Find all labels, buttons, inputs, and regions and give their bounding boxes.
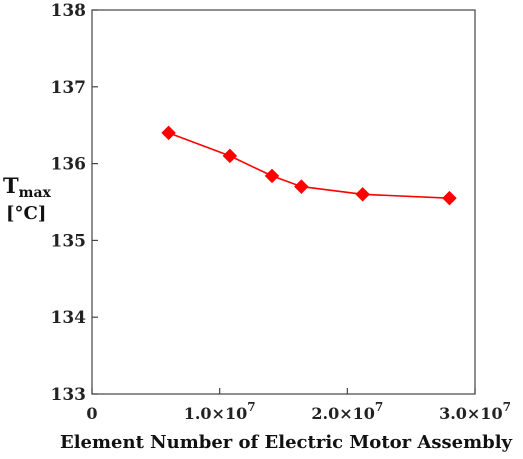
x-tick-exponent: 7 [375,400,383,414]
y-tick-label: 136 [51,155,87,175]
x-axis: 0 1.0×107 2.0×107 3.0×107 [86,388,511,423]
data-point [222,148,238,164]
x-tick-exponent: 7 [503,400,511,414]
x-tick-label: 0 [86,404,97,423]
y-axis-label: Tmax [°C] [3,173,52,224]
y-tick-label: 135 [51,231,87,251]
x-tick-label: 2.0×107 [311,400,383,423]
y-tick-label: 138 [51,1,87,21]
x-tick-label: 1.0×107 [184,400,256,423]
data-point [264,168,280,184]
x-tick-label: 3.0×107 [439,400,511,423]
x-tick-exponent: 7 [247,400,255,414]
y-axis: 133 134 135 136 137 138 [51,1,98,405]
data-point [355,186,371,202]
plot-frame [91,9,476,395]
series-layer [161,125,457,206]
y-tick-label: 134 [51,308,87,328]
y-tick-label: 133 [51,385,87,405]
x-axis-label: Element Number of Electric Motor Assembl… [60,432,513,453]
data-point [161,125,176,141]
x-tick-mantissa: 2.0×10 [311,404,375,423]
x-tick-mantissa: 3.0×10 [439,404,503,423]
x-tick-mantissa: 0 [86,404,97,423]
y-axis-label-main: T [3,173,19,198]
y-axis-label-sub: max [19,185,52,201]
y-tick-label: 137 [51,78,87,98]
series-line [168,132,450,199]
svg-text:Tmax: Tmax [3,173,52,201]
data-point [442,190,457,206]
x-tick-mantissa: 1.0×10 [184,404,248,423]
y-axis-label-unit: [°C] [6,203,46,224]
data-point [294,179,309,194]
